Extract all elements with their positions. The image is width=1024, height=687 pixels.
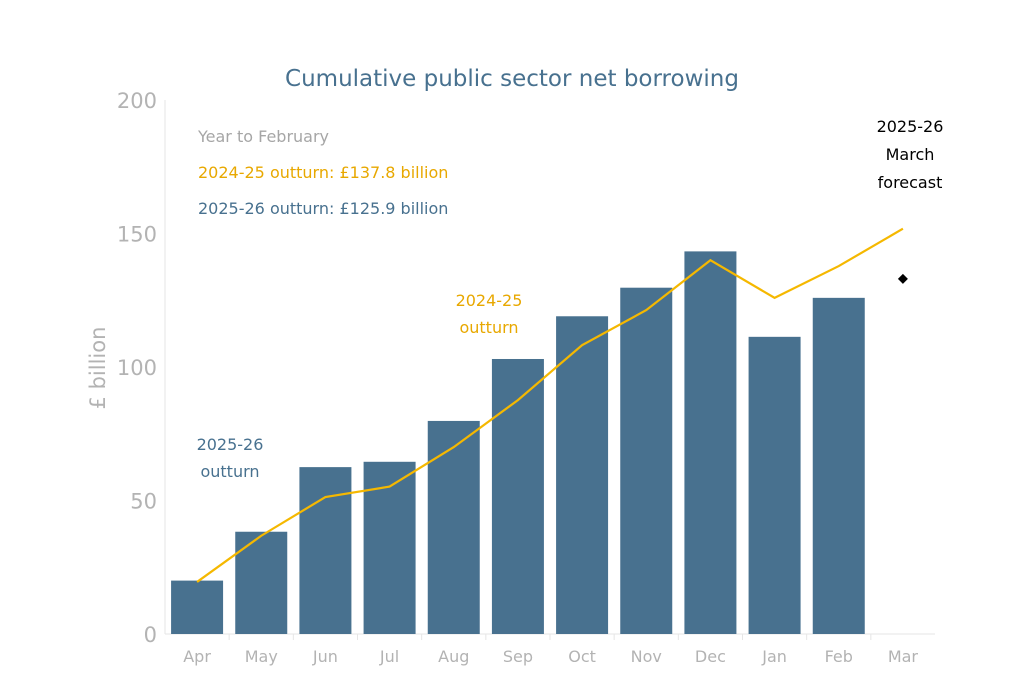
- bar-oct: [556, 316, 609, 634]
- bar-may: [235, 531, 288, 634]
- x-tick-label: Sep: [503, 647, 533, 666]
- forecast-diamond-marker: [897, 273, 908, 284]
- x-tick-label: May: [245, 647, 278, 666]
- bar-label-line2: outturn: [200, 462, 259, 481]
- y-tick-label: 100: [117, 356, 157, 380]
- y-tick-label: 150: [117, 223, 157, 247]
- bar-aug: [427, 420, 480, 634]
- bar-dec: [684, 251, 737, 634]
- y-axis-label: £ billion: [86, 327, 110, 410]
- x-tick-label: Oct: [568, 647, 596, 666]
- x-tick-label: Nov: [631, 647, 662, 666]
- bar-apr: [171, 580, 224, 634]
- chart-title: Cumulative public sector net borrowing: [285, 66, 739, 92]
- bar-jan: [748, 336, 801, 634]
- forecast-label-line1: 2025-26: [877, 117, 944, 136]
- x-tick-label: Apr: [183, 647, 211, 666]
- x-tick-label: Aug: [438, 647, 469, 666]
- x-tick-label: Feb: [825, 647, 853, 666]
- summary-2024-25: 2024-25 outturn: £137.8 billion: [198, 163, 448, 182]
- x-tick-label: Jul: [379, 647, 399, 666]
- x-tick-label: Dec: [695, 647, 726, 666]
- bar-feb: [812, 297, 865, 634]
- bar-label-line1: 2025-26: [197, 435, 264, 454]
- y-tick-label: 0: [144, 623, 157, 647]
- line-label-line1: 2024-25: [456, 291, 523, 310]
- line-2024-25: [196, 227, 904, 583]
- line-label-line2: outturn: [459, 318, 518, 337]
- y-tick-label: 50: [130, 490, 157, 514]
- bar-jun: [299, 467, 352, 634]
- x-tick-label: Jan: [761, 647, 787, 666]
- y-tick-label: 200: [117, 89, 157, 113]
- x-tick-label: Mar: [888, 647, 919, 666]
- bar-nov: [620, 287, 673, 634]
- forecast-label-line3: forecast: [878, 173, 943, 192]
- x-tick-label: Jun: [312, 647, 338, 666]
- forecast-label-line2: March: [886, 145, 935, 164]
- bar-sep: [491, 358, 544, 634]
- summary-heading: Year to February: [197, 127, 329, 146]
- summary-2025-26: 2025-26 outturn: £125.9 billion: [198, 199, 448, 218]
